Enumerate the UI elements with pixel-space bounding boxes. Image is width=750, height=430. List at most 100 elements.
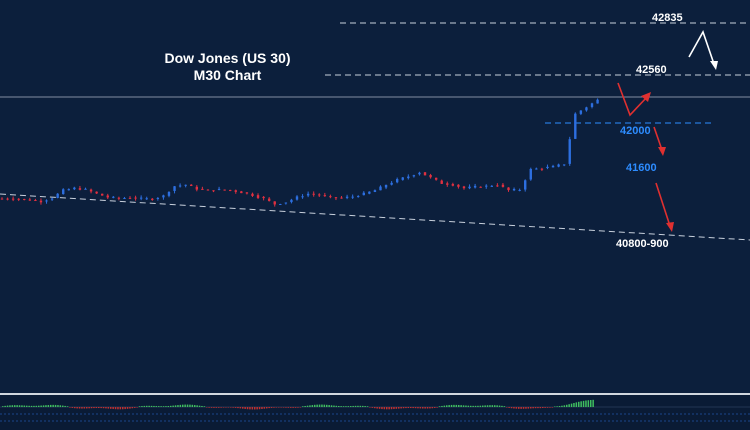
candle-body (507, 187, 510, 191)
indicator-bar (232, 407, 234, 408)
indicator-bar (465, 405, 467, 407)
indicator-bar (551, 407, 554, 408)
indicator-bar (162, 406, 165, 407)
indicator-bar (496, 405, 498, 407)
candle-body (89, 189, 93, 192)
indicator-bar (299, 407, 302, 408)
candle-body (485, 185, 488, 187)
candle-body (373, 190, 377, 193)
candle-body (151, 198, 154, 200)
indicator-bar (131, 407, 134, 409)
indicator-bar (434, 407, 436, 408)
indicator-bar (513, 407, 515, 409)
indicator-bar (33, 405, 35, 407)
indicator-bar (182, 404, 184, 407)
arrow-head-pullback-up (641, 92, 651, 102)
candle-body (134, 197, 137, 199)
indicator-bar (330, 405, 333, 407)
indicator-bar (81, 407, 83, 409)
indicator-bar (30, 405, 33, 407)
candle-body (585, 107, 588, 111)
candle-body (112, 196, 115, 198)
indicator-bar (544, 407, 546, 408)
indicator-bar (292, 407, 294, 408)
indicator-bar (273, 407, 275, 408)
indicator-bar (338, 405, 340, 407)
candle-body (217, 188, 221, 190)
level-label-42000: 42000 (620, 125, 651, 137)
indicator-bar (477, 405, 479, 407)
candle-body (117, 197, 121, 199)
indicator-bar (582, 400, 585, 407)
arrow-pullback-up (617, 82, 649, 117)
indicator-bar (309, 405, 311, 407)
candle-body (162, 195, 165, 198)
indicator-bar (172, 405, 174, 407)
indicator-separator (0, 393, 750, 395)
indicator-bar (455, 404, 458, 407)
indicator-bar (206, 407, 208, 408)
indicator-bar (522, 407, 525, 409)
indicator-bar (124, 407, 126, 410)
indicator-bar (246, 407, 249, 410)
indicator-bar (222, 407, 225, 408)
indicator-bar (539, 407, 542, 409)
indicator-bar (196, 405, 198, 407)
indicator-bar (59, 405, 62, 407)
indicator-background (0, 395, 750, 430)
candle-body (295, 196, 299, 200)
indicator-bar (472, 405, 474, 407)
indicator-bar (201, 405, 203, 407)
indicator-bar (316, 404, 318, 407)
indicator-bar (371, 407, 374, 408)
indicator-bar (14, 405, 16, 407)
indicator-bar (62, 405, 64, 407)
candle-body (312, 193, 315, 195)
candle-body (178, 185, 182, 187)
candle-body (379, 186, 382, 191)
indicator-bar (462, 405, 465, 407)
indicator-bar (515, 407, 518, 409)
indicator-bar (114, 407, 117, 410)
level-label-42560: 42560 (636, 64, 667, 76)
indicator-bar (302, 406, 304, 407)
candle-body (306, 193, 310, 196)
indicator-bar (558, 406, 561, 407)
indicator-bar (431, 407, 434, 409)
candle-body (473, 185, 477, 188)
indicator-bar (110, 407, 112, 409)
indicator-bar (458, 405, 460, 407)
indicator-bar (335, 405, 338, 407)
candle-body (23, 198, 26, 200)
candle-body (512, 188, 516, 191)
indicator-bar (494, 405, 496, 407)
indicator-bar (194, 405, 196, 407)
candle-body (267, 198, 271, 201)
arrow-up-42835-then-down (688, 30, 715, 65)
indicator-bar (323, 404, 326, 407)
indicator-bar (78, 407, 81, 409)
indicator-bar (376, 407, 378, 409)
candle-body (351, 196, 354, 198)
indicator-bar (352, 405, 354, 407)
indicator-bar (520, 407, 522, 409)
candle-body (496, 185, 499, 187)
indicator-bar (354, 405, 357, 407)
indicator-bar (18, 405, 21, 407)
indicator-bar (57, 405, 59, 407)
indicator-bar (21, 405, 23, 407)
candle-body (284, 202, 288, 204)
candle-body (229, 189, 232, 191)
support-trendline-40800-900 (0, 193, 750, 241)
candle-body (251, 193, 254, 196)
indicator-bar (378, 407, 381, 409)
chart-subtitle: M30 Chart (193, 67, 262, 83)
indicator-bar (167, 405, 170, 407)
indicator-bar (93, 407, 95, 409)
candle-body (395, 179, 399, 183)
candle-body (240, 191, 243, 194)
candle-body (128, 197, 132, 199)
indicator-bar (88, 407, 90, 409)
candle-body (262, 196, 265, 199)
